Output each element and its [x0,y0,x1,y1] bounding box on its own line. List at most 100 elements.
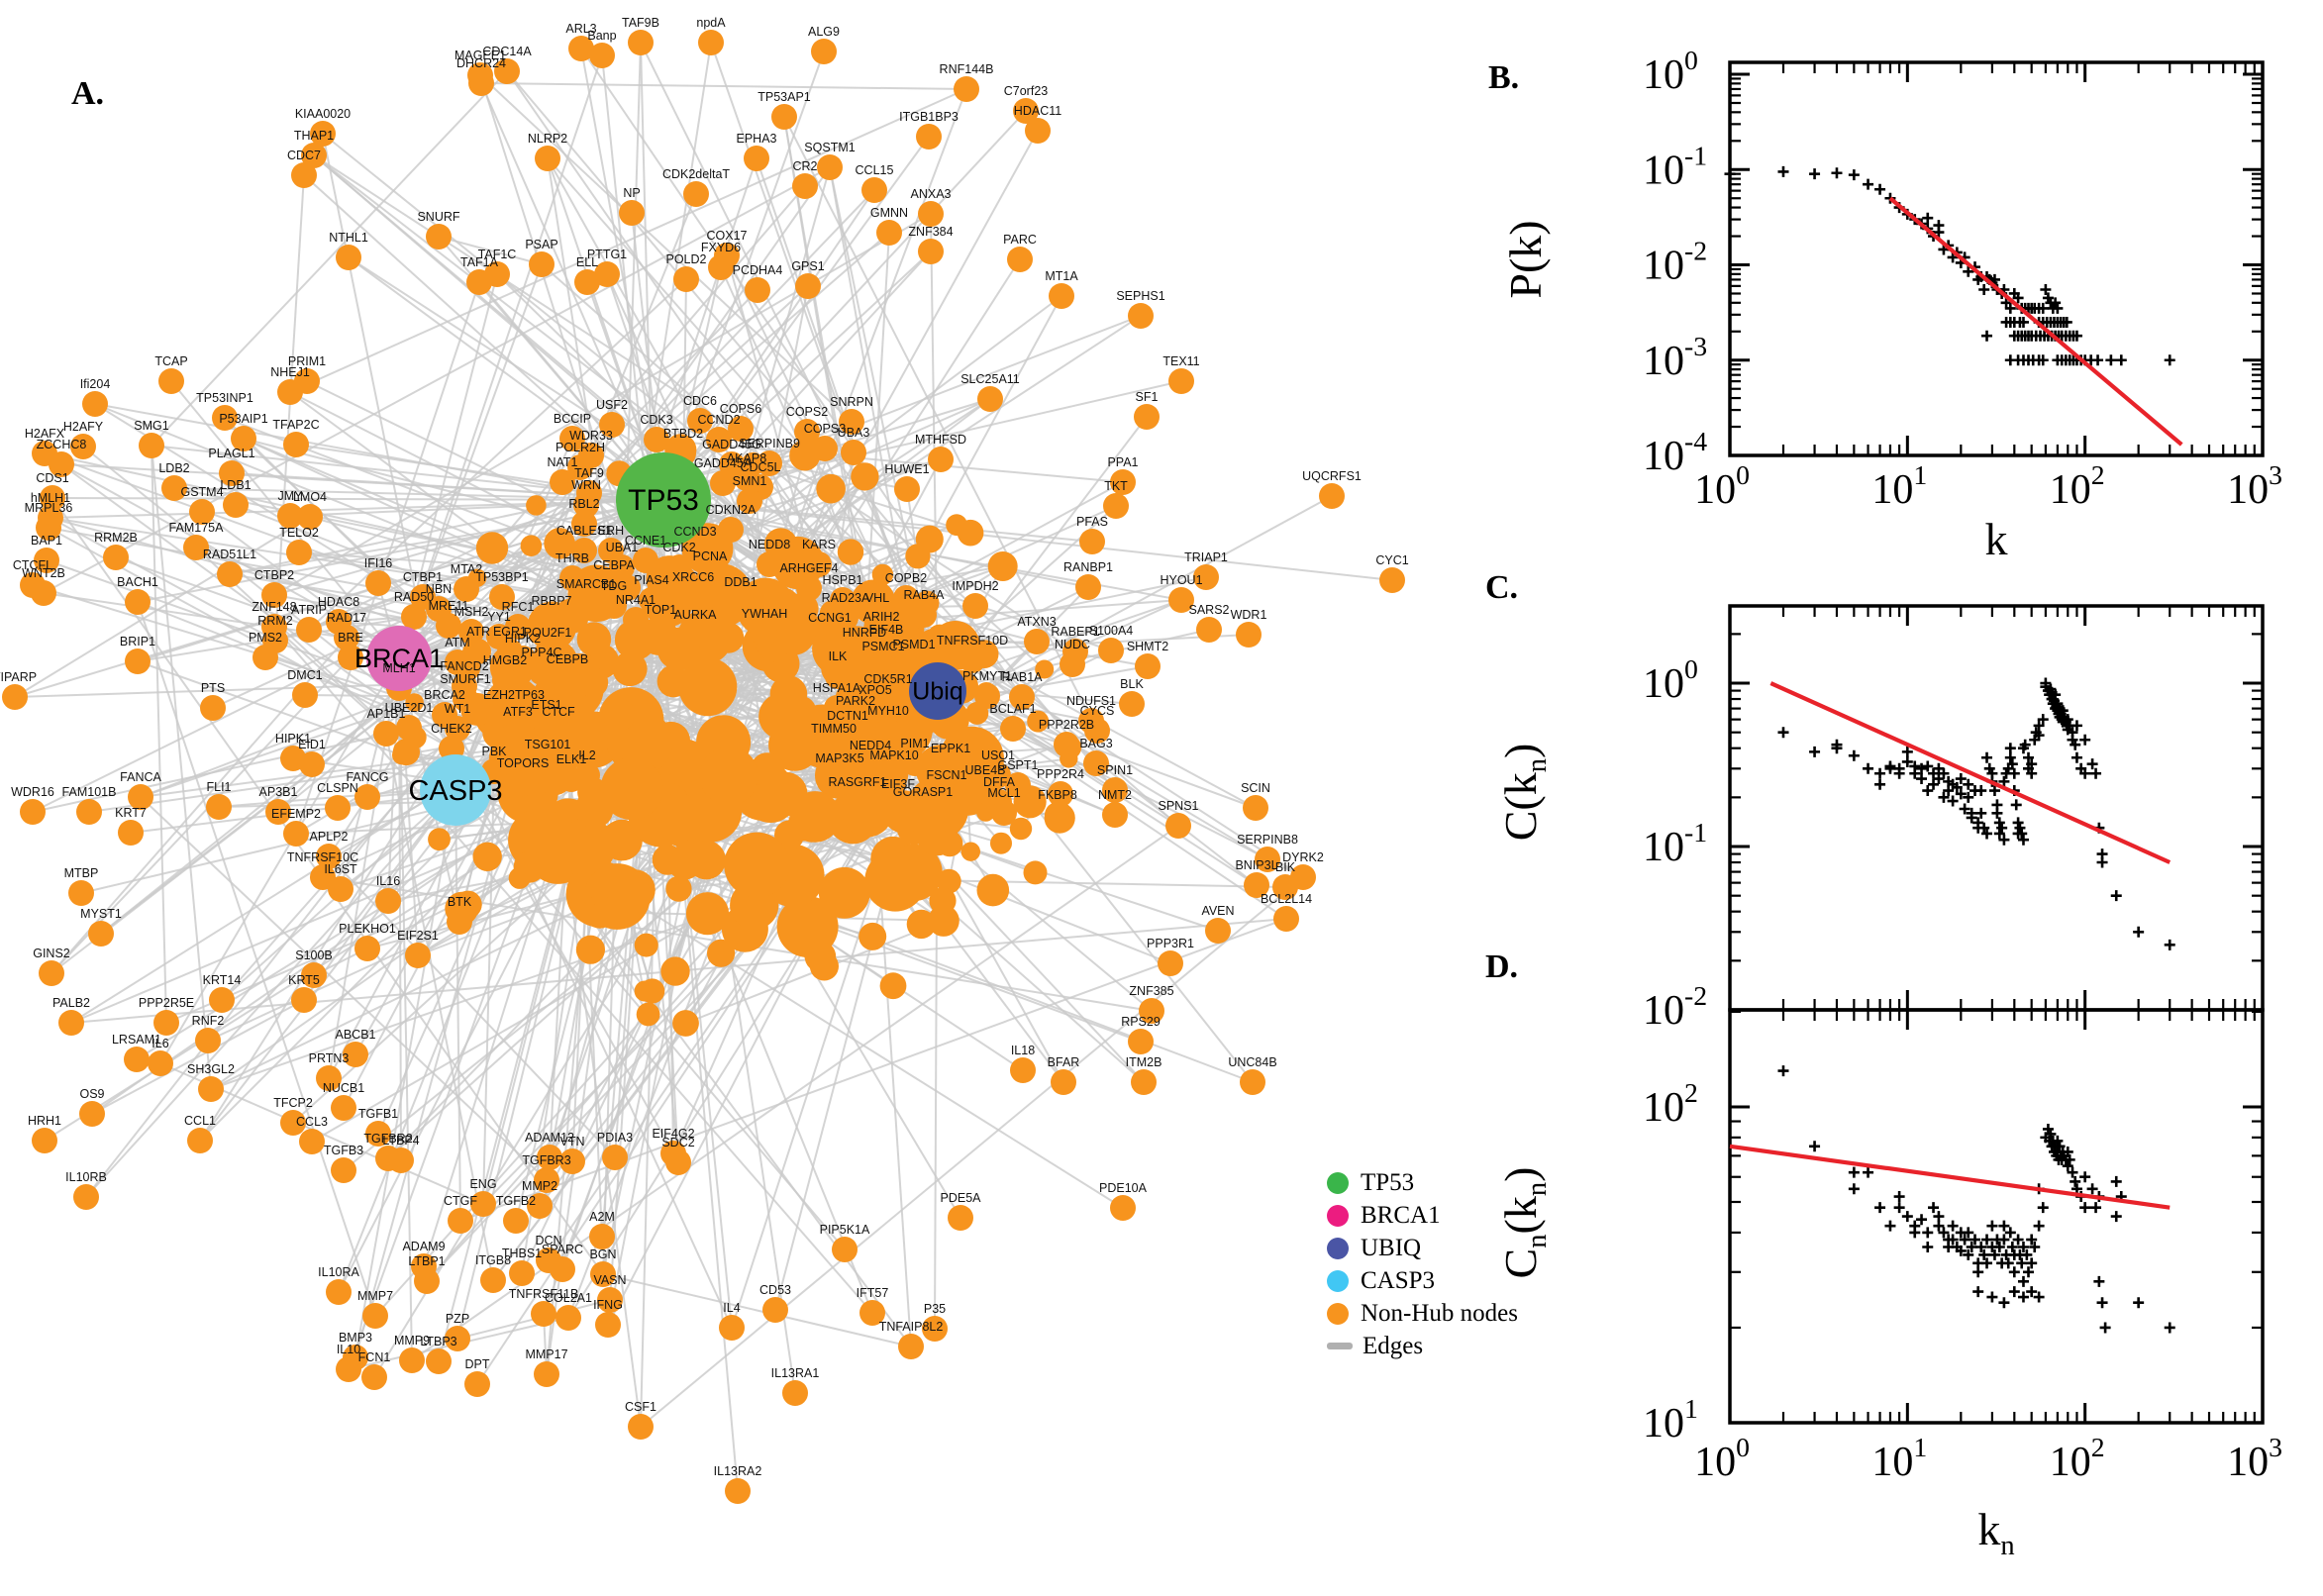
svg-text:RAD17: RAD17 [327,611,366,625]
svg-text:TFAP2C: TFAP2C [272,418,319,432]
svg-text:MMP9: MMP9 [394,1334,430,1347]
svg-text:HNRPD: HNRPD [843,626,886,640]
svg-text:BTBD2: BTBD2 [663,427,703,441]
svg-text:C(kn​): C(kn​) [1495,744,1553,842]
svg-text:IFI16: IFI16 [364,556,393,570]
svg-text:KRT5: KRT5 [288,973,320,987]
svg-text:MT1A: MT1A [1045,269,1078,283]
svg-text:PPP3R1: PPP3R1 [1147,937,1194,950]
svg-text:RBL2: RBL2 [568,497,599,511]
svg-text:P53AIP1: P53AIP1 [219,412,267,426]
svg-text:PFAS: PFAS [1076,515,1108,529]
svg-text:EID1: EID1 [298,738,326,751]
svg-text:RANBP1: RANBP1 [1063,560,1113,574]
svg-text:HIPK1: HIPK1 [275,732,311,746]
svg-text:SERPINB8: SERPINB8 [1237,833,1298,847]
svg-text:CDK3: CDK3 [640,413,672,427]
svg-text:S100A4: S100A4 [1089,624,1134,638]
svg-text:100: 100 [1643,653,1698,707]
svg-text:10-2: 10-2 [1643,236,1707,289]
svg-text:ITGB1BP3: ITGB1BP3 [899,110,959,124]
svg-text:HDAC8: HDAC8 [318,595,359,609]
svg-text:THRB: THRB [556,551,589,565]
svg-text:ZNF148: ZNF148 [252,600,296,614]
svg-text:LDB2: LDB2 [158,461,189,475]
svg-text:SMURF1: SMURF1 [440,672,490,686]
svg-text:DPT: DPT [465,1357,490,1371]
svg-text:XPO5: XPO5 [858,683,891,697]
svg-text:OS9: OS9 [79,1087,104,1101]
svg-text:TGFBR3: TGFBR3 [522,1153,570,1167]
svg-text:ATF3: ATF3 [503,705,533,719]
svg-text:CDK5R1: CDK5R1 [863,672,912,686]
svg-text:SERPINB9: SERPINB9 [739,437,800,450]
svg-text:CCL1: CCL1 [184,1114,216,1128]
svg-text:NP: NP [623,186,640,200]
svg-text:kn​: kn​ [1977,1504,2014,1561]
svg-text:CCNG1: CCNG1 [808,611,852,625]
legend-item-nonhub: Non-Hub nodes [1327,1297,1518,1330]
svg-text:BLK: BLK [1120,677,1144,691]
svg-text:WDR16: WDR16 [11,785,54,799]
svg-text:RRM2B: RRM2B [94,531,138,545]
plot-panel-C: 100 10-1 10-2 C(kn​) [1495,604,2265,1034]
svg-text:TFCP2: TFCP2 [273,1096,313,1110]
svg-text:SARS2: SARS2 [1189,603,1230,617]
svg-text:101: 101 [1871,1432,1927,1485]
svg-text:HIPK2: HIPK2 [505,632,541,646]
svg-text:10-1: 10-1 [1643,140,1707,193]
legend-label: Non-Hub nodes [1361,1299,1519,1327]
svg-text:EPPK1: EPPK1 [931,742,970,755]
svg-text:PDE5A: PDE5A [941,1191,982,1205]
svg-text:SF1: SF1 [1136,390,1159,404]
svg-text:H2AFX: H2AFX [25,427,65,441]
svg-text:IL6: IL6 [152,1037,168,1050]
svg-text:GADD45A: GADD45A [694,456,753,470]
svg-text:TAF1C: TAF1C [478,248,517,261]
panel-label-d: D. [1485,948,1519,985]
svg-text:AP1B1: AP1B1 [367,707,406,721]
legend-item-casp3: CASP3 [1327,1264,1518,1297]
svg-text:UBE4B: UBE4B [965,763,1006,777]
svg-text:TOP1: TOP1 [645,603,676,617]
svg-text:KIAA0020: KIAA0020 [295,107,351,121]
edge-swatch-icon [1327,1343,1353,1349]
svg-text:CLSPN: CLSPN [317,781,358,795]
svg-text:VTN: VTN [560,1135,585,1148]
svg-text:CTCFL: CTCFL [13,558,52,572]
svg-text:ARL3: ARL3 [565,22,596,36]
svg-text:NEDD4: NEDD4 [850,739,891,752]
svg-text:CDC6: CDC6 [683,394,717,408]
svg-text:IFNG: IFNG [593,1298,623,1312]
svg-text:BMP3: BMP3 [339,1331,372,1345]
legend-item-tp53: TP53 [1327,1166,1518,1199]
svg-text:HUWE1: HUWE1 [884,462,929,476]
svg-text:IL10RA: IL10RA [318,1265,359,1279]
svg-text:101: 101 [1871,459,1927,513]
svg-text:MYST1: MYST1 [80,907,122,921]
svg-text:ALG9: ALG9 [808,25,840,39]
svg-text:RBBP7: RBBP7 [532,594,572,608]
svg-text:PSMD1: PSMD1 [892,638,935,651]
svg-text:CDC14A: CDC14A [482,45,532,58]
svg-text:IL10: IL10 [337,1343,360,1356]
svg-text:SEPHS1: SEPHS1 [1116,289,1164,303]
svg-text:EIF4G2: EIF4G2 [652,1127,694,1141]
svg-text:TIPARP: TIPARP [0,670,37,684]
svg-text:NAT1: NAT1 [547,455,577,469]
svg-text:NDUFS1: NDUFS1 [1066,694,1116,708]
svg-text:TP63: TP63 [515,688,545,702]
panel-label-a: A. [71,75,105,112]
svg-text:FANCA: FANCA [120,770,161,784]
svg-text:10-3: 10-3 [1643,331,1707,384]
svg-text:CCL3: CCL3 [296,1115,328,1129]
svg-text:THAP1: THAP1 [294,129,334,143]
svg-text:TAF9B: TAF9B [622,16,659,30]
svg-text:CEBPB: CEBPB [547,652,588,666]
svg-text:CTCF: CTCF [542,705,575,719]
svg-text:WNT2B: WNT2B [22,566,65,580]
svg-text:DHCR24: DHCR24 [456,56,506,70]
svg-text:TP53INP1: TP53INP1 [196,391,253,405]
svg-text:CDC5L: CDC5L [741,460,781,474]
svg-text:SPNS1: SPNS1 [1159,799,1199,813]
